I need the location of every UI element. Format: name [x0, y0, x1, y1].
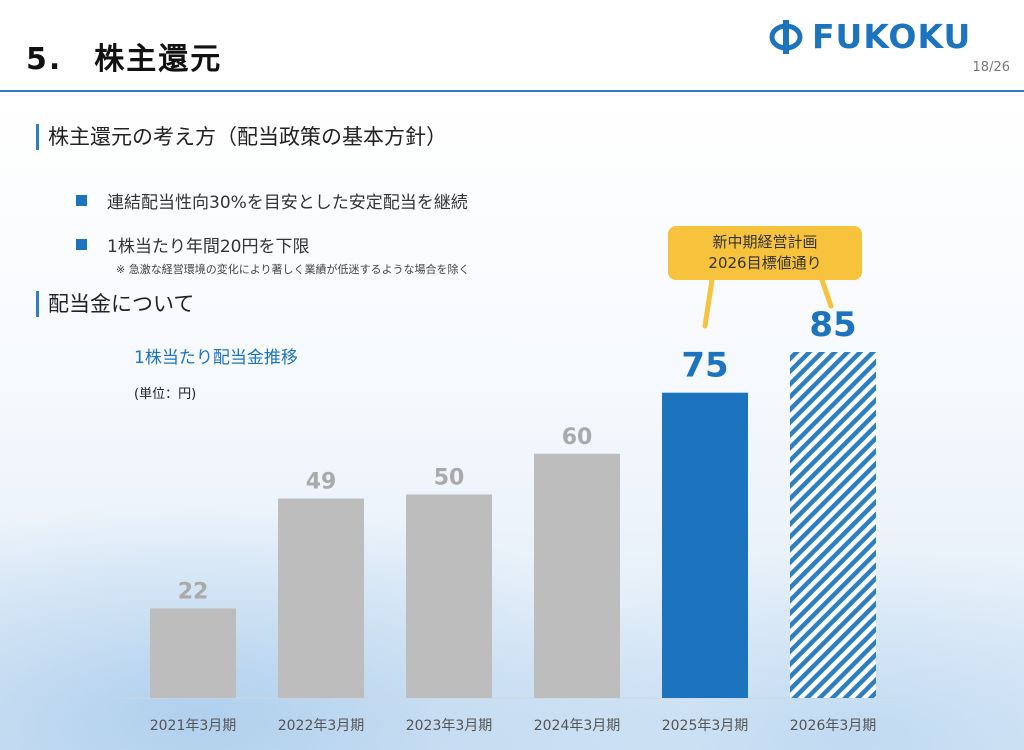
header-divider: [0, 90, 1024, 92]
callout-leader-line: [819, 277, 834, 309]
slide-header: 5. 株主還元 FUKOKU 18/26: [0, 0, 1024, 92]
bar-2024年3月期: [534, 453, 620, 698]
callout-line-1: 新中期経営計画: [712, 233, 818, 251]
bar-2026年3月期: [790, 352, 876, 698]
company-logo: FUKOKU: [766, 16, 971, 56]
bullet-square-icon: [76, 239, 87, 250]
bar-2022年3月期: [278, 498, 364, 698]
logo-text: FUKOKU: [812, 16, 972, 56]
bar-2021年3月期: [150, 608, 236, 698]
x-tick-label: 2026年3月期: [790, 718, 877, 734]
data-label: 85: [809, 305, 856, 345]
x-tick-label: 2021年3月期: [150, 718, 237, 734]
bullet-square-icon: [76, 195, 87, 206]
x-tick-label: 2023年3月期: [406, 718, 493, 734]
chart-title: 1株当たり配当金推移: [134, 348, 298, 368]
bullet-text: 連結配当性向30%を目安とした安定配当を継続: [107, 193, 468, 213]
x-tick-label: 2022年3月期: [278, 718, 365, 734]
x-tick-label: 2025年3月期: [662, 718, 749, 734]
bar-2023年3月期: [406, 494, 492, 698]
data-label: 60: [562, 425, 593, 450]
page-number: 18/26: [972, 60, 1010, 75]
data-label: 49: [306, 470, 337, 495]
data-label: 50: [434, 465, 465, 490]
unit-label: (単位：円): [134, 387, 197, 402]
data-label: 22: [178, 579, 209, 604]
callout-line-2: 2026目標値通り: [708, 254, 822, 272]
plan-target-callout: 新中期経営計画 2026目標値通り: [668, 226, 862, 280]
bullet-text: 1株当たり年間20円を下限: [107, 237, 310, 257]
policy-heading: 株主還元の考え方（配当政策の基本方針）: [36, 124, 447, 150]
bullet-item: 連結配当性向30%を目安とした安定配当を継続: [76, 188, 468, 213]
fukoku-phi-icon: [769, 20, 803, 54]
footnote: ※ 急激な経営環境の変化により著しく業績が低迷するような場合を除く: [116, 263, 470, 276]
bullet-item: 1株当たり年間20円を下限: [76, 232, 309, 257]
callout-leader-line: [702, 277, 715, 329]
x-tick-label: 2024年3月期: [534, 718, 621, 734]
bar-2025年3月期: [662, 392, 748, 698]
data-label: 75: [681, 346, 728, 386]
page-title: 5. 株主還元: [26, 42, 223, 77]
dividend-heading: 配当金について: [36, 291, 194, 317]
